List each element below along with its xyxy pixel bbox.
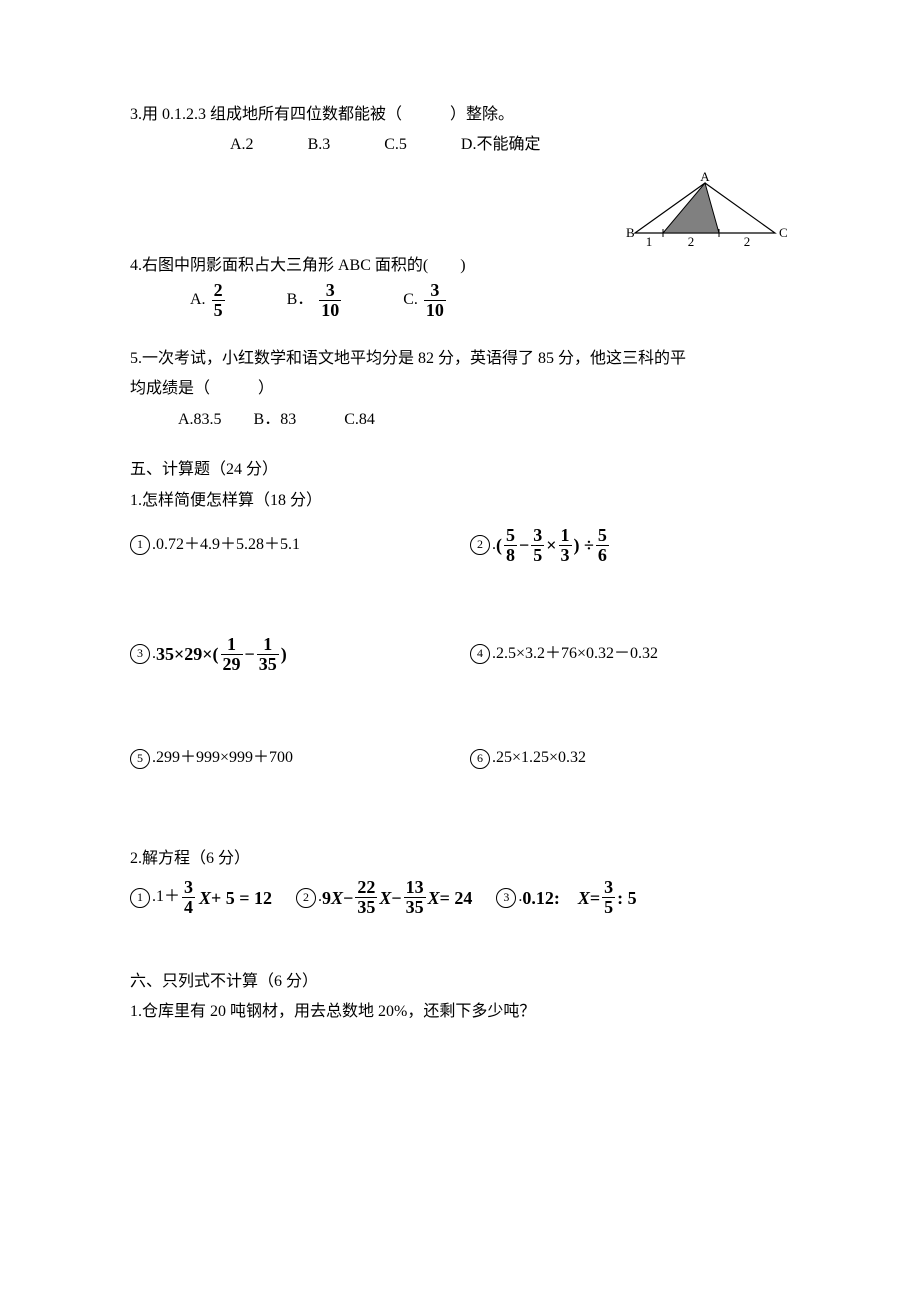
num-icon-eq1: 1 — [130, 888, 150, 908]
label-B: B — [626, 225, 635, 240]
q5-line2: 均成绩是（ ） — [130, 374, 810, 404]
q4-opt-b: B． 310 — [287, 281, 344, 320]
q5-line1: 5.一次考试，小红数学和语文地平均分是 82 分，英语得了 85 分，他这三科的… — [130, 344, 810, 374]
expr-5: 5 .299＋999×999＋700 — [130, 743, 470, 773]
q4-options: A. 25 B． 310 C. 310 — [130, 281, 810, 320]
q5-options: A.83.5 B．83 C.84 — [130, 405, 810, 435]
section-5-sub2: 2.解方程（6 分） — [130, 844, 810, 874]
question-3: 3.用 0.1.2.3 组成地所有四位数都能被（ ）整除。 A.2 B.3 C.… — [130, 100, 810, 161]
num-icon-5: 5 — [130, 749, 150, 769]
q4-opt-a: A. 25 — [190, 281, 227, 320]
section-6-title: 六、只列式不计算（6 分） — [130, 967, 810, 997]
seg-2: 2 — [688, 234, 695, 249]
q3-opt-b: B.3 — [308, 130, 331, 160]
seg-1: 1 — [646, 234, 653, 249]
num-icon-4: 4 — [470, 644, 490, 664]
num-icon-eq3: 3 — [496, 888, 516, 908]
num-icon-6: 6 — [470, 749, 490, 769]
num-icon-2: 2 — [470, 535, 490, 555]
triangle-diagram: A B C 1 2 2 — [620, 171, 790, 262]
num-icon-3: 3 — [130, 644, 150, 664]
num-icon-eq2: 2 — [296, 888, 316, 908]
calc-row-2: 3. 35×29×( 129 − 135 ) 4 .2.5×3.2＋76×0.3… — [130, 635, 810, 674]
label-A: A — [700, 171, 710, 184]
q3-opt-d: D.不能确定 — [461, 130, 541, 160]
question-5: 5.一次考试，小红数学和语文地平均分是 82 分，英语得了 85 分，他这三科的… — [130, 344, 810, 435]
eq-3: 3. 0.12: X = 35 : 5 — [496, 878, 636, 917]
expr-4: 4 .2.5×3.2＋76×0.32－0.32 — [470, 639, 810, 669]
q3-opt-c: C.5 — [384, 130, 407, 160]
seg-3: 2 — [744, 234, 751, 249]
q3-text: 3.用 0.1.2.3 组成地所有四位数都能被（ ）整除。 — [130, 100, 810, 130]
section-5-sub1: 1.怎样简便怎样算（18 分） — [130, 486, 810, 516]
q3-options: A.2 B.3 C.5 D.不能确定 — [130, 130, 810, 160]
label-C: C — [779, 225, 788, 240]
expr-2: 2. ( 58 − 35 × 13 ) ÷ 56 — [470, 526, 810, 565]
expr-3: 3. 35×29×( 129 − 135 ) — [130, 635, 470, 674]
num-icon-1: 1 — [130, 535, 150, 555]
expr-1: 1 .0.72＋4.9＋5.28＋5.1 — [130, 530, 470, 560]
q3-opt-a: A.2 — [230, 130, 254, 160]
section-6-q1: 1.仓库里有 20 吨钢材，用去总数地 20%，还剩下多少吨？ — [130, 997, 810, 1027]
section-5-title: 五、计算题（24 分） — [130, 455, 810, 485]
q4-opt-c: C. 310 — [403, 281, 448, 320]
calc-row-3: 5 .299＋999×999＋700 6 .25×1.25×0.32 — [130, 743, 810, 773]
eq-2: 2. 9X − 2235 X − 1335 X = 24 — [296, 878, 472, 917]
eq-1: 1 .1＋ 34 X + 5 = 12 — [130, 878, 272, 917]
equation-row: 1 .1＋ 34 X + 5 = 12 2. 9X − 2235 X − 133… — [130, 878, 810, 917]
expr-6: 6 .25×1.25×0.32 — [470, 743, 810, 773]
question-4: A B C 1 2 2 4.右图中阴影面积占大三角形 ABC 面积的( ) A.… — [130, 181, 810, 320]
calc-row-1: 1 .0.72＋4.9＋5.28＋5.1 2. ( 58 − 35 × 13 )… — [130, 526, 810, 565]
